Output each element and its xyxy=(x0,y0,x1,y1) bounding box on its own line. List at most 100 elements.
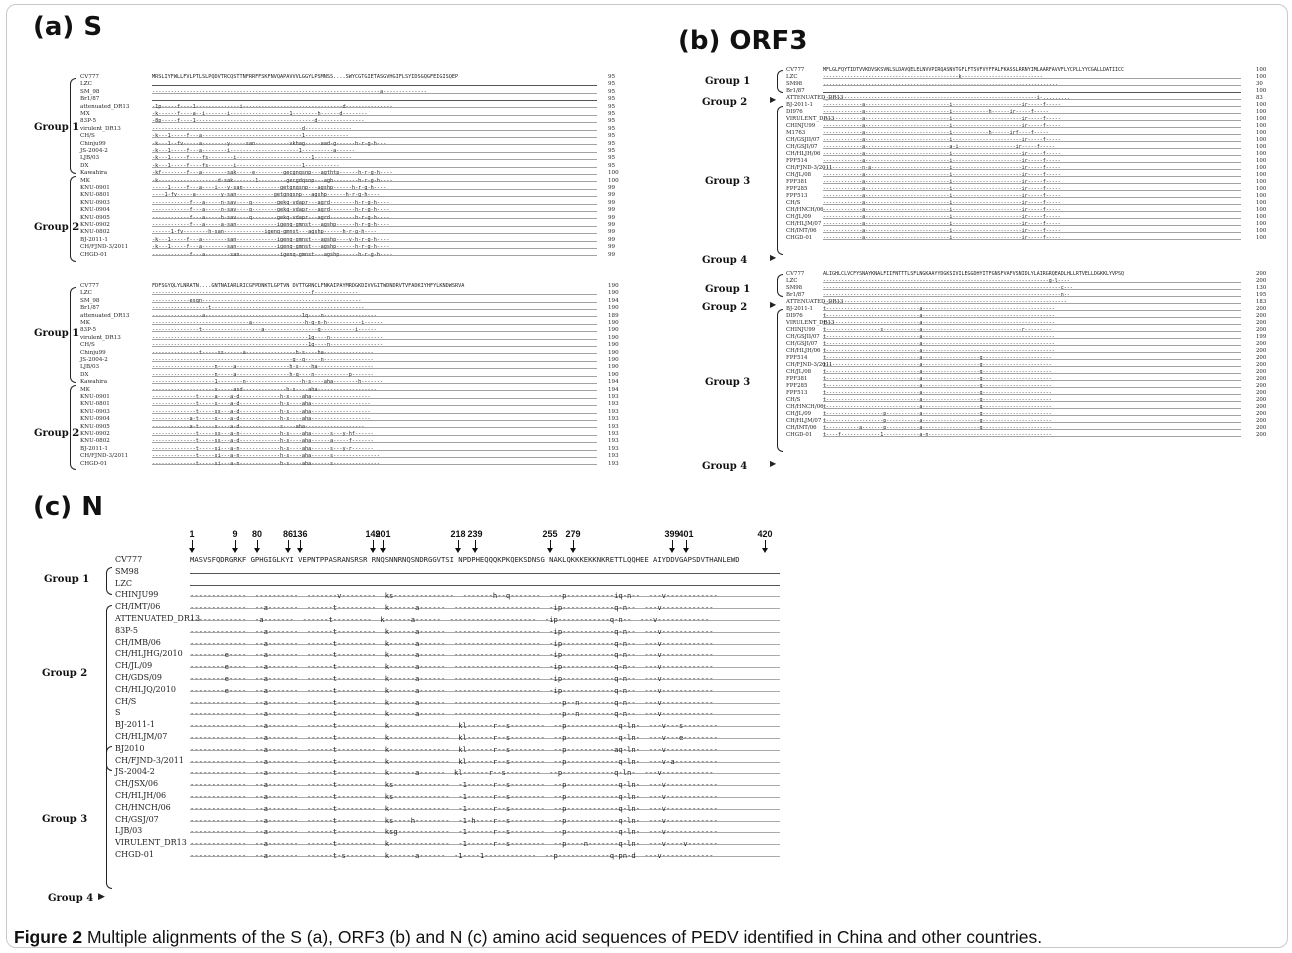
identity-line xyxy=(152,136,597,138)
residue-count: 95 xyxy=(608,96,616,103)
residue-count: 190 xyxy=(608,320,619,326)
identity-line xyxy=(190,773,780,775)
identity-line xyxy=(152,427,597,429)
identity-line xyxy=(152,129,597,131)
identity-line xyxy=(152,233,597,235)
identity-line xyxy=(823,337,1241,339)
sequence-name: S xyxy=(115,708,121,718)
group-brace xyxy=(777,70,783,93)
sequence-row: ---------------t-----ss------a----------… xyxy=(152,350,597,356)
residue-count: 200 xyxy=(1256,313,1267,319)
sequence-name: CH/JL/08 xyxy=(786,172,812,178)
residue-count: 95 xyxy=(608,140,616,147)
residue-count: 100 xyxy=(608,170,619,177)
sequence-row: -------------a--------------------------… xyxy=(823,123,1241,129)
identity-line xyxy=(190,714,780,716)
position-arrowhead xyxy=(297,548,303,553)
residue-count: 95 xyxy=(608,111,616,117)
residue-count: 100 xyxy=(1256,74,1267,80)
residue-count: 194 xyxy=(608,386,619,393)
identity-line xyxy=(190,572,780,574)
identity-line xyxy=(823,196,1241,198)
residue-count: 100 xyxy=(1256,151,1267,157)
identity-line xyxy=(152,434,597,436)
identity-line xyxy=(152,308,597,310)
position-arrow xyxy=(300,540,301,549)
sequence-name: ATTENUATED_DR13 xyxy=(786,299,844,305)
sequence-row: -------------a--------------------------… xyxy=(823,186,1241,192)
residue-count: 190 xyxy=(608,349,619,356)
identity-line xyxy=(152,166,597,168)
sequence-name: MX xyxy=(80,111,90,117)
identity-line xyxy=(152,122,597,124)
sequence-name: KNU-0905 xyxy=(80,214,110,221)
sequence-row: ------------esqn------------------------… xyxy=(152,298,597,304)
position-number: 399 xyxy=(664,529,680,539)
sequence-name: CH/HNCH/06 xyxy=(786,207,824,213)
sequence-name: JS-2004-2 xyxy=(115,767,155,777)
sequence-row: -k------f----a--i-------i---------------… xyxy=(152,111,597,117)
caption-text: Multiple alignments of the S (a), ORF3 (… xyxy=(82,927,1043,947)
sequence-name: CHINJU99 xyxy=(115,590,159,600)
residue-count: 195 xyxy=(1256,292,1267,298)
sequence-name: M1763 xyxy=(786,130,806,136)
identity-line xyxy=(823,365,1241,367)
sequence-row: ------------f---a--------san------------… xyxy=(152,252,597,258)
identity-line xyxy=(823,323,1241,325)
position-arrow xyxy=(257,540,258,549)
position-number: 80 xyxy=(251,529,262,539)
sequence-name: CV777 xyxy=(80,283,99,289)
position-arrow xyxy=(458,540,459,549)
sequence-row: --------------t-----ss---a-d------------… xyxy=(152,409,597,415)
identity-line xyxy=(152,181,597,183)
sequence-row: -------------------------------a--------… xyxy=(152,320,597,326)
sequence-name: DI976 xyxy=(786,109,803,115)
identity-line xyxy=(152,456,597,458)
group-brace xyxy=(777,106,783,255)
sequence-name: KNU-0901 xyxy=(80,185,110,191)
position-arrow xyxy=(550,540,551,549)
sequence-row: ------------- --a------- ------t--------… xyxy=(190,780,718,790)
position-number: 218 xyxy=(450,529,466,539)
sequence-name: CV777 xyxy=(80,74,99,80)
figure-caption: Figure 2 Multiple alignments of the S (a… xyxy=(14,927,1042,948)
sequence-name: VIRULENT_DR13 xyxy=(786,320,835,326)
residue-count: 200 xyxy=(1256,320,1267,326)
identity-line xyxy=(190,785,780,787)
sequence-name: LJB/03 xyxy=(80,155,100,162)
identity-line xyxy=(152,331,597,333)
sequence-name: BJ-2011-1 xyxy=(115,720,155,730)
identity-line xyxy=(152,419,597,421)
sequence-name: SM98 xyxy=(786,81,803,87)
sequence-name: LZC xyxy=(786,278,798,284)
alignment-header: MRSLIYFWLLFVLPTLSLPQDVTRCQSTTNFRRFFSKFNV… xyxy=(152,74,459,80)
sequence-name: CH/FJND-3/2011 xyxy=(786,362,833,368)
sequence-name: CH/S xyxy=(80,342,95,349)
panel-c-title: (c) N xyxy=(33,492,103,522)
residue-count: 100 xyxy=(1256,207,1267,213)
position-arrow xyxy=(288,540,289,549)
sequence-row: ------------- --a------- ------t--------… xyxy=(190,709,714,719)
sequence-name: FPF381 xyxy=(786,179,808,185)
sequence-name: DX xyxy=(80,371,89,378)
sequence-name: CH/FJND-3/2011 xyxy=(80,244,129,251)
sequence-name: CH/HLJM/07 xyxy=(786,418,822,424)
sequence-name: FPF513 xyxy=(786,193,808,199)
residue-count: 199 xyxy=(1256,334,1267,340)
sequence-row: ----------------------------------------… xyxy=(152,290,597,296)
sequence-row: t-------------------------------a-------… xyxy=(823,362,1241,368)
sequence-name: CH/JSX/06 xyxy=(115,779,159,789)
sequence-row: -k---1-----f---a--------san-------------… xyxy=(152,237,597,243)
sequence-name: KNU-0802 xyxy=(80,438,110,445)
identity-line xyxy=(190,808,780,810)
sequence-name: CH/HNCH/06 xyxy=(115,802,171,812)
sequence-row: -------------a--------------------------… xyxy=(823,130,1241,136)
residue-count: 95 xyxy=(608,118,616,125)
residue-count: 190 xyxy=(608,364,619,371)
sequence-name: CH/GSJII/07 xyxy=(786,334,820,340)
sequence-name: 83P-5 xyxy=(115,625,138,635)
sequence-row: -k---1-----f---a------------------------… xyxy=(152,133,597,139)
identity-line xyxy=(823,147,1241,149)
residue-count: 100 xyxy=(1256,228,1267,234)
residue-count: 200 xyxy=(1256,425,1267,431)
